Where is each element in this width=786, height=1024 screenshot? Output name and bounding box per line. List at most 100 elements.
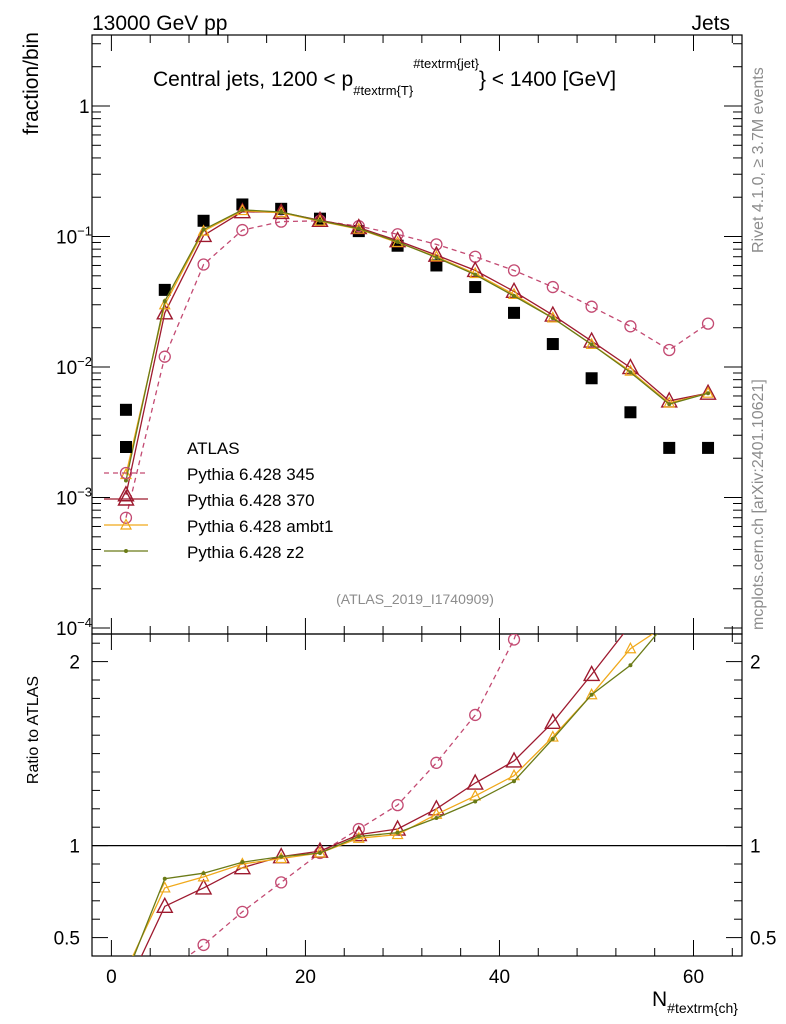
series-line-pythia-6-428-370: [125, 211, 709, 495]
data-point-pythia-6-428-345: [663, 343, 676, 357]
data-point-atlas: [119, 403, 132, 416]
ratio-point-pythia-6-428-ambt1: [158, 881, 171, 893]
y-tick-exponent: −2: [77, 354, 92, 369]
data-point-pythia-6-428-345: [469, 250, 482, 263]
data-point-atlas: [546, 338, 559, 351]
legend-entry-pythia-6-428-z2: Pythia 6.428 z2: [104, 543, 304, 562]
data-point-pythia-6-428-ambt1: [158, 297, 171, 310]
data-point-atlas: [430, 259, 443, 272]
ratio-point-pythia-6-428-z2: [124, 974, 128, 978]
ratio-point-pythia-6-428-z2: [240, 860, 245, 865]
ratio-point-pythia-6-428-370: [582, 664, 601, 682]
legend-label-pythia-6-428-z2: Pythia 6.428 z2: [187, 543, 304, 562]
ratio-point-pythia-6-428-345: [197, 938, 210, 952]
x-tick-label: 20: [295, 967, 316, 988]
data-point-pythia-6-428-z2: [434, 255, 439, 260]
ratio-point-pythia-6-428-ambt1: [391, 827, 404, 840]
ratio-line-pythia-6-428-370: [140, 634, 625, 956]
data-point-pythia-6-428-ambt1: [197, 224, 210, 236]
data-point-atlas: [624, 406, 637, 419]
title-tail: } < 1400 [GeV]: [479, 68, 616, 91]
data-point-pythia-6-428-370: [582, 331, 601, 348]
data-point-atlas: [585, 372, 598, 385]
ratio-y-tick-label: 2: [69, 653, 80, 674]
series-pythia-6-428-z2: [123, 207, 711, 483]
x-axis-label-main: N: [652, 988, 667, 1011]
ratio-point-pythia-6-428-370: [662, 600, 677, 614]
legend-marker-pythia-6-428-370: [117, 489, 135, 506]
main-y-axis-label: fraction/bin: [20, 32, 43, 135]
ratio-point-pythia-6-428-370: [350, 825, 368, 842]
legend-label-pythia-6-428-345: Pythia 6.428 345: [187, 465, 315, 484]
data-point-atlas: [663, 441, 676, 454]
data-point-pythia-6-428-ambt1: [508, 287, 521, 300]
ratio-point-pythia-6-428-370: [156, 896, 174, 914]
legend: ATLAS Pythia 6.428 345 Pythia 6.428 370 Pyt…: [104, 439, 333, 562]
data-point-pythia-6-428-z2: [356, 226, 361, 231]
ratio-point-pythia-6-428-345: [547, 522, 558, 533]
ratio-point-pythia-6-428-345: [625, 196, 636, 207]
data-point-pythia-6-428-ambt1: [702, 386, 715, 398]
y-tick-label: 1: [79, 97, 90, 118]
ratio-y-tick-label: 2: [750, 653, 761, 674]
legend-marker-pythia-6-428-z2: [124, 549, 128, 553]
data-point-pythia-6-428-345: [391, 228, 404, 241]
data-point-pythia-6-428-370: [699, 383, 717, 400]
data-point-pythia-6-428-345: [507, 264, 521, 277]
data-point-pythia-6-428-ambt1: [585, 337, 598, 350]
ratio-series-clipped: [120, 196, 716, 1008]
ratio-point-pythia-6-428-345: [236, 905, 249, 918]
ratio-series-pythia-6-428-ambt1: [132, 546, 713, 956]
data-point-atlas: [469, 281, 482, 294]
analysis-id-label: (ATLAS_2019_I1740909): [336, 591, 494, 607]
ratio-point-pythia-6-428-370: [544, 712, 562, 730]
ratio-point-pythia-6-428-345: [120, 997, 131, 1008]
y-tick-exponent: −4: [77, 615, 92, 630]
y-tick-mantissa: 1: [79, 97, 90, 118]
ratio-point-pythia-6-428-345: [469, 708, 482, 722]
ratio-point-pythia-6-428-z2: [628, 663, 633, 668]
y-tick-mantissa: 10: [56, 489, 77, 510]
data-point-pythia-6-428-370: [156, 303, 174, 320]
ratio-point-pythia-6-428-345: [159, 967, 170, 978]
data-point-pythia-6-428-z2: [162, 299, 167, 304]
data-point-pythia-6-428-345: [197, 258, 210, 271]
title-subscript: #textrm{T}: [353, 83, 414, 98]
y-tick-label: 10−2: [56, 354, 92, 379]
data-point-pythia-6-428-ambt1: [469, 266, 482, 279]
ratio-point-pythia-6-428-z2: [356, 834, 361, 839]
data-point-atlas: [158, 283, 171, 296]
y-tick-exponent: −3: [77, 485, 92, 500]
ratio-series-pythia-6-428-z2: [124, 634, 658, 978]
main-series-clipped: [117, 198, 717, 524]
data-point-pythia-6-428-z2: [667, 402, 672, 407]
ratio-point-pythia-6-428-370: [194, 878, 213, 895]
plot-title: Central jets, 1200 < p#textrm{T} #textrm{…: [153, 56, 616, 98]
legend-label-pythia-6-428-370: Pythia 6.428 370: [187, 491, 315, 510]
ratio-point-pythia-6-428-345: [507, 634, 521, 646]
series-line-pythia-6-428-z2: [125, 209, 709, 481]
x-tick-label: 60: [683, 967, 704, 988]
title-main: Central jets, 1200 < p: [153, 68, 353, 91]
data-point-pythia-6-428-345: [585, 300, 598, 313]
ratio-point-pythia-6-428-z2: [162, 876, 167, 881]
data-point-atlas: [197, 214, 210, 227]
data-point-pythia-6-428-370: [544, 305, 562, 322]
data-point-pythia-6-428-z2: [473, 272, 478, 277]
data-point-pythia-6-428-345: [701, 317, 715, 330]
ratio-point-pythia-6-428-ambt1: [664, 617, 674, 627]
legend-label-pythia-6-428-ambt1: Pythia 6.428 ambt1: [187, 517, 333, 536]
data-point-pythia-6-428-z2: [550, 316, 555, 321]
ratio-point-pythia-6-428-ambt1: [585, 687, 598, 700]
data-point-pythia-6-428-z2: [201, 227, 206, 232]
ratio-point-pythia-6-428-370: [466, 773, 484, 790]
data-point-pythia-6-428-370: [117, 485, 135, 502]
ratio-point-pythia-6-428-ambt1: [275, 851, 288, 864]
series-pythia-6-428-ambt1: [119, 203, 715, 480]
ratio-point-pythia-6-428-ambt1: [703, 546, 713, 556]
data-point-pythia-6-428-345: [430, 238, 443, 251]
ratio-point-pythia-6-428-370: [701, 543, 716, 557]
main-series-layer: [117, 198, 717, 524]
data-point-pythia-6-428-z2: [317, 218, 322, 223]
data-point-pythia-6-428-370: [194, 225, 213, 243]
